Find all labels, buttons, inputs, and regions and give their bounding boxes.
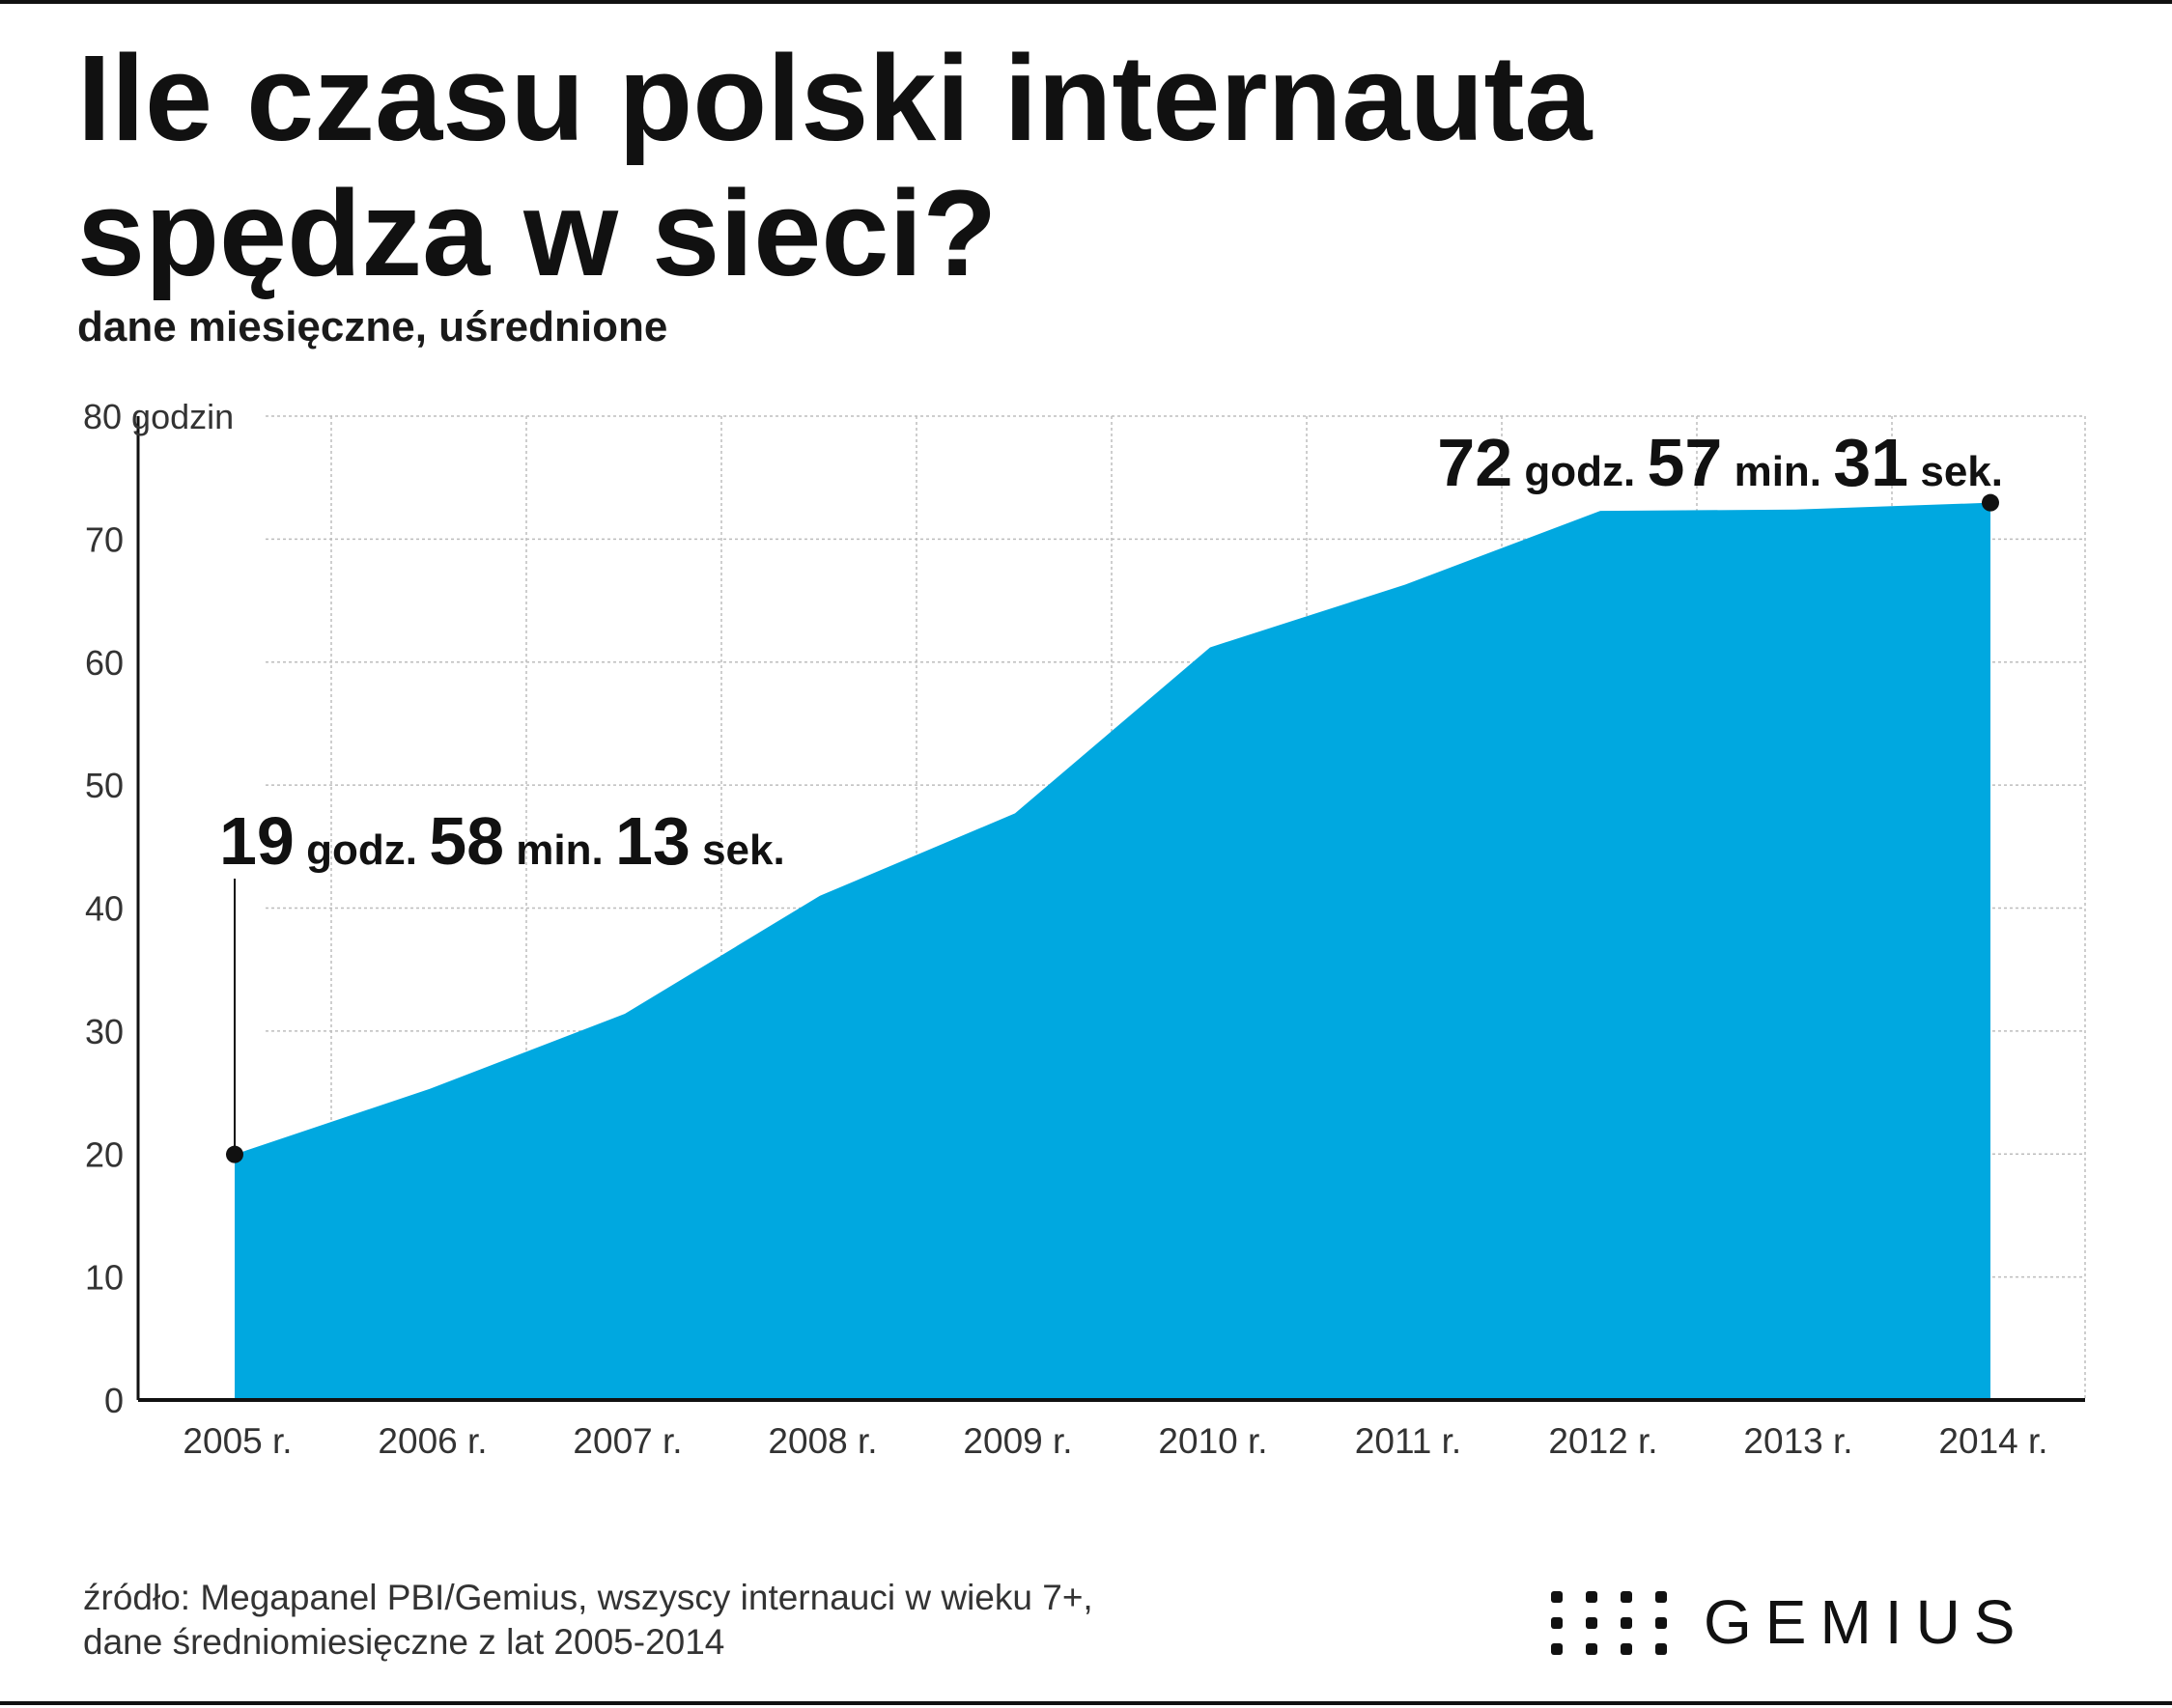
y-tick-label: 70 bbox=[85, 519, 124, 559]
x-tick-label: 2011 r. bbox=[1355, 1421, 1461, 1461]
source-line-2: dane średniomiesięczne z lat 2005-2014 bbox=[83, 1622, 725, 1662]
source-note: źródło: Megapanel PBI/Gemius, wszyscy in… bbox=[83, 1576, 1093, 1665]
logo-wordmark: GEMIUS bbox=[1704, 1587, 2029, 1657]
y-tick-label: 50 bbox=[85, 766, 124, 805]
area-series bbox=[235, 502, 1990, 1400]
annotation-part: godz. bbox=[295, 826, 429, 874]
y-tick-label: 0 bbox=[104, 1381, 124, 1420]
annotation-part: 58 bbox=[429, 803, 504, 879]
annotation-part: godz. bbox=[1512, 448, 1647, 495]
bottom-border bbox=[0, 1701, 2172, 1705]
y-tick-label: 40 bbox=[85, 889, 124, 929]
x-tick-label: 2009 r. bbox=[963, 1421, 1072, 1461]
x-tick-label: 2014 r. bbox=[1938, 1421, 2047, 1461]
y-tick-label: 60 bbox=[85, 643, 124, 683]
data-point-marker bbox=[1982, 493, 1999, 512]
y-tick-label: 80 godzin bbox=[83, 397, 234, 436]
annotation-part: min. bbox=[504, 826, 615, 874]
x-tick-label: 2006 r. bbox=[378, 1421, 487, 1461]
chart-subtitle: dane miesięczne, uśrednione bbox=[77, 303, 668, 350]
annotation-part: 31 bbox=[1833, 425, 1908, 500]
annotation-part: sek. bbox=[1908, 448, 2003, 495]
y-tick-label: 30 bbox=[85, 1012, 124, 1051]
x-tick-label: 2008 r. bbox=[768, 1421, 877, 1461]
data-point-marker bbox=[226, 1145, 243, 1163]
annotation-part: 13 bbox=[615, 803, 691, 879]
top-border bbox=[0, 0, 2172, 4]
x-tick-label: 2005 r. bbox=[183, 1421, 292, 1461]
annotation-part: 57 bbox=[1647, 425, 1722, 500]
x-tick-label: 2010 r. bbox=[1158, 1421, 1267, 1461]
x-tick-label: 2012 r. bbox=[1548, 1421, 1657, 1461]
dot-grid-logo-icon bbox=[1551, 1591, 1667, 1655]
annotation-part: 19 bbox=[219, 803, 295, 879]
annotation-part: 72 bbox=[1437, 425, 1512, 500]
gemius-logo: GEMIUS bbox=[1547, 1585, 2088, 1663]
chart-title: Ile czasu polski internauta spędza w sie… bbox=[77, 30, 1593, 301]
annotation-part: min. bbox=[1722, 448, 1833, 495]
y-tick-label: 10 bbox=[85, 1258, 124, 1298]
source-line-1: źródło: Megapanel PBI/Gemius, wszyscy in… bbox=[83, 1578, 1093, 1617]
x-tick-label: 2007 r. bbox=[573, 1421, 682, 1461]
annotation-end-value: 72 godz. 57 min. 31 sek. bbox=[1437, 425, 2003, 500]
annotation-start-value: 19 godz. 58 min. 13 sek. bbox=[219, 803, 785, 879]
y-tick-label: 20 bbox=[85, 1134, 124, 1174]
x-tick-label: 2013 r. bbox=[1743, 1421, 1852, 1461]
annotation-part: sek. bbox=[691, 826, 785, 874]
